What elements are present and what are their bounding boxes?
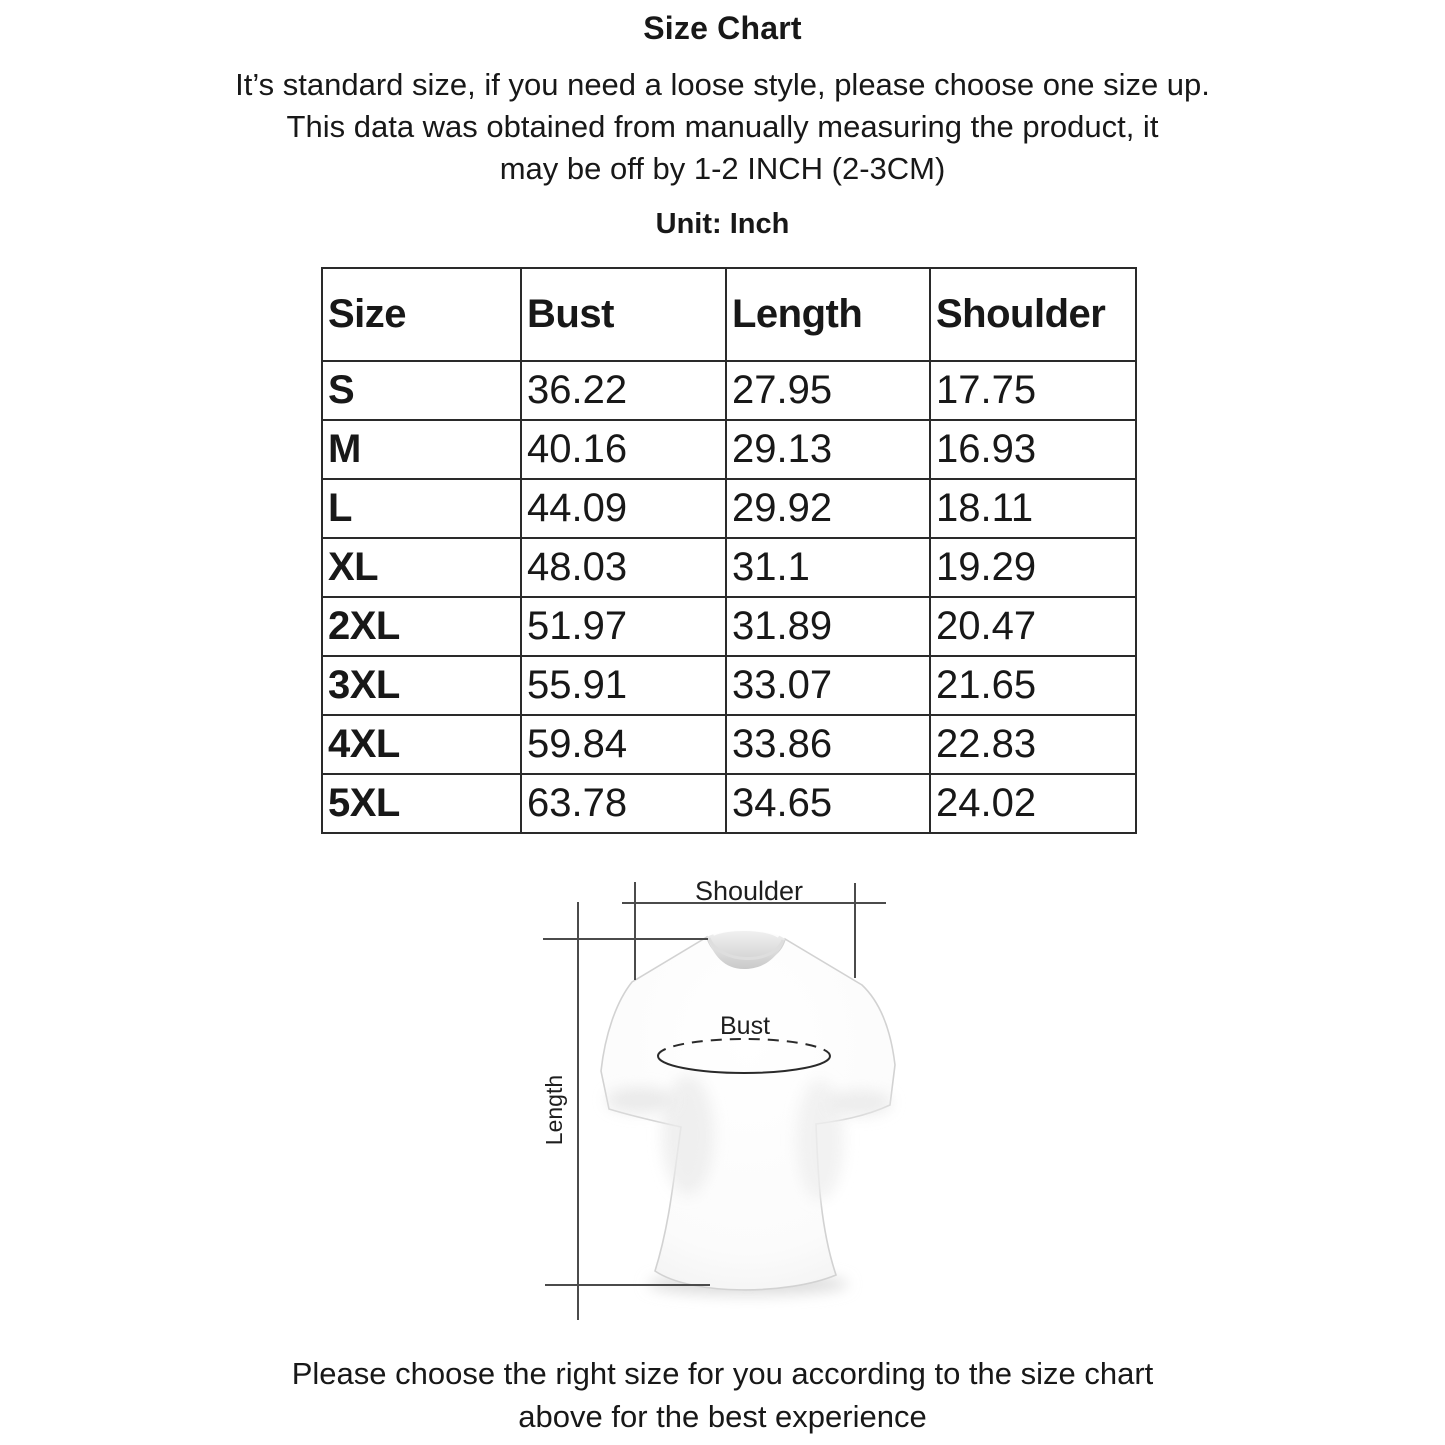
cell-size: 5XL: [321, 773, 522, 834]
cell-bust: 40.16: [520, 419, 727, 480]
length-label: Length: [541, 1075, 567, 1145]
cell-size: 2XL: [321, 596, 522, 657]
table-row: XL 48.03 31.1 19.29: [321, 537, 1137, 598]
description-line-3: may be off by 1-2 INCH (2-3CM): [499, 151, 946, 186]
cell-length: 33.07: [725, 655, 931, 716]
cell-shoulder: 22.83: [929, 714, 1137, 775]
table-row: M 40.16 29.13 16.93: [321, 419, 1137, 480]
cell-shoulder: 21.65: [929, 655, 1137, 716]
unit-label: Unit: Inch: [655, 208, 790, 240]
description-line-1: It’s standard size, if you need a loose …: [235, 67, 1210, 102]
table-row: 4XL 59.84 33.86 22.83: [321, 714, 1137, 775]
bust-label: Bust: [720, 1012, 770, 1040]
cell-bust: 36.22: [520, 360, 727, 421]
col-header-shoulder: Shoulder: [929, 267, 1137, 362]
size-table-head: Size Bust Length Shoulder: [321, 267, 1137, 362]
bust-ellipse-bottom: [657, 1055, 831, 1074]
table-row: 2XL 51.97 31.89 20.47: [321, 596, 1137, 657]
right-sleeve-shade: [828, 1090, 892, 1116]
size-table-body: S 36.22 27.95 17.75 M 40.16 29.13 16.93 …: [321, 360, 1137, 834]
right-side-shade: [796, 1080, 844, 1200]
collar-band: [707, 937, 785, 960]
cell-size: 3XL: [321, 655, 522, 716]
col-header-size: Size: [321, 267, 522, 362]
cell-length: 29.13: [725, 419, 931, 480]
cell-length: 34.65: [725, 773, 931, 834]
cell-size: L: [321, 478, 522, 539]
cell-length: 27.95: [725, 360, 931, 421]
tshirt-body: [600, 935, 896, 1291]
size-chart-table: Size Bust Length Shoulder S 36.22 27.95 …: [321, 267, 1137, 834]
tshirt-illustration: [600, 926, 896, 1291]
cell-bust: 44.09: [520, 478, 727, 539]
footer-line-2: above for the best experience: [518, 1399, 927, 1434]
footer-line-1: Please choose the right size for you acc…: [291, 1356, 1154, 1391]
table-row: 5XL 63.78 34.65 24.02: [321, 773, 1137, 834]
page-title: Size Chart: [643, 10, 802, 46]
cell-length: 31.89: [725, 596, 931, 657]
cell-bust: 48.03: [520, 537, 727, 598]
shoulder-label: Shoulder: [695, 876, 803, 906]
cell-bust: 63.78: [520, 773, 727, 834]
table-row: L 44.09 29.92 18.11: [321, 478, 1137, 539]
tshirt-measurement-diagram: Shoulder Bust Length: [541, 876, 896, 1320]
neck-hole: [707, 930, 785, 969]
cell-shoulder: 16.93: [929, 419, 1137, 480]
cell-shoulder: 19.29: [929, 537, 1137, 598]
header-row: Size Bust Length Shoulder: [321, 267, 1137, 362]
footer-note: Please choose the right size for you acc…: [0, 1352, 1445, 1438]
cell-size: XL: [321, 537, 522, 598]
table-row: 3XL 55.91 33.07 21.65: [321, 655, 1137, 716]
measurement-lines: [543, 882, 886, 1320]
bust-ellipse: [657, 1038, 831, 1074]
cell-shoulder: 18.11: [929, 478, 1137, 539]
table-row: S 36.22 27.95 17.75: [321, 360, 1137, 421]
cell-shoulder: 20.47: [929, 596, 1137, 657]
left-sleeve-shade: [606, 1087, 674, 1113]
collar-highlight: [712, 926, 781, 938]
description-line-2: This data was obtained from manually mea…: [286, 109, 1159, 144]
col-header-bust: Bust: [520, 267, 727, 362]
cell-bust: 55.91: [520, 655, 727, 716]
cell-shoulder: 24.02: [929, 773, 1137, 834]
cell-size: M: [321, 419, 522, 480]
cell-length: 31.1: [725, 537, 931, 598]
cell-size: S: [321, 360, 522, 421]
col-header-length: Length: [725, 267, 931, 362]
left-side-shade: [662, 1075, 714, 1195]
cell-bust: 59.84: [520, 714, 727, 775]
cell-size: 4XL: [321, 714, 522, 775]
cell-shoulder: 17.75: [929, 360, 1137, 421]
description: It’s standard size, if you need a loose …: [0, 64, 1445, 190]
cell-bust: 51.97: [520, 596, 727, 657]
cell-length: 29.92: [725, 478, 931, 539]
cell-length: 33.86: [725, 714, 931, 775]
